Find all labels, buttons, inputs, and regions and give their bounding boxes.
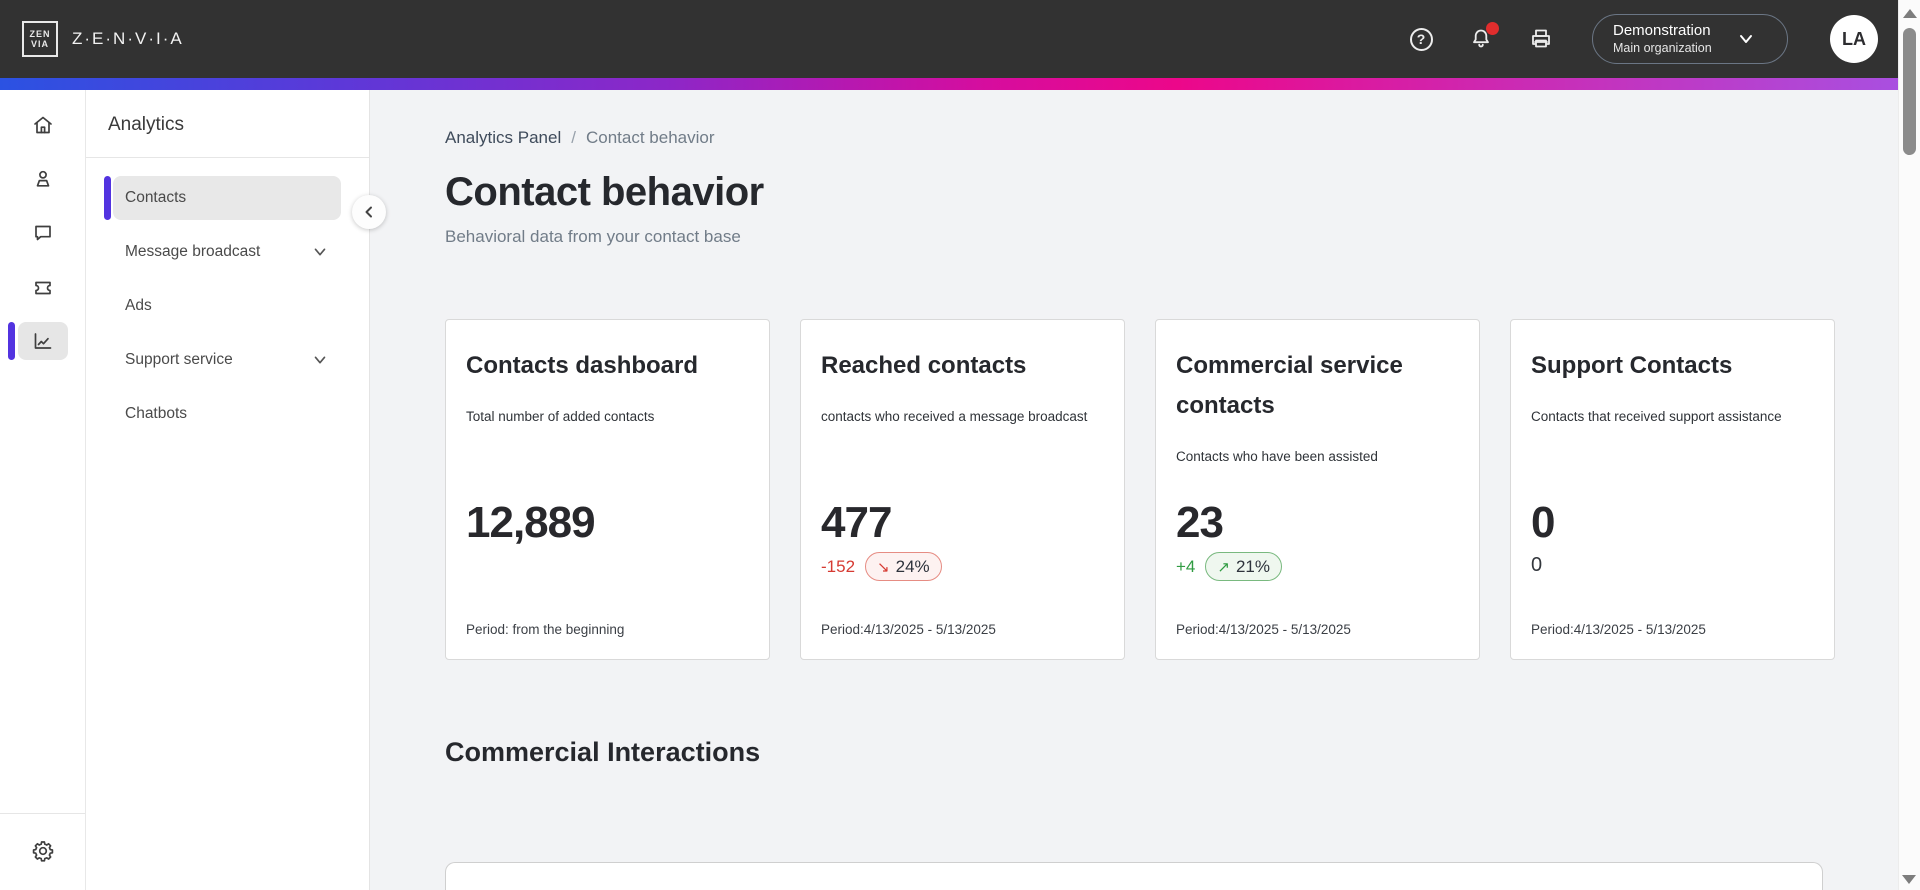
zenvia-logo-icon: ZEN VIA xyxy=(22,21,58,57)
sidebar-item-label: Ads xyxy=(125,297,152,314)
sidebar-title: Analytics xyxy=(108,114,185,135)
rail-item-conversations[interactable] xyxy=(18,214,68,252)
scroll-down-arrow[interactable] xyxy=(1902,875,1916,884)
sidebar-item-label: Chatbots xyxy=(125,405,188,422)
sidebar-item-contacts[interactable]: Contacts xyxy=(104,176,341,220)
print-icon[interactable] xyxy=(1528,26,1554,52)
sidebar-collapse-button[interactable] xyxy=(352,195,386,229)
notification-badge xyxy=(1486,22,1499,35)
card-subtitle: contacts who received a message broadcas… xyxy=(821,409,1088,424)
notifications-icon[interactable] xyxy=(1468,22,1499,52)
rail-divider xyxy=(0,813,85,814)
organization-name: Demonstration xyxy=(1613,21,1711,39)
card-period: Period:4/13/2025 - 5/13/2025 xyxy=(1176,622,1351,637)
commercial-interactions-card xyxy=(445,862,1823,890)
rail-item-analytics[interactable] xyxy=(7,322,68,360)
card-value: 12,889 xyxy=(466,498,596,547)
card-reached-contacts: Reached contacts contacts who received a… xyxy=(800,319,1125,660)
trend-badge: ↗ 21% xyxy=(1205,552,1282,581)
card-commercial-service-contacts: Commercial service contacts Contacts who… xyxy=(1155,319,1480,660)
top-header: ZEN VIA Z·E·N·V·I·A ? xyxy=(0,0,1898,78)
help-icon[interactable]: ? xyxy=(1408,26,1434,52)
sidebar-item-label: Message broadcast xyxy=(125,243,261,260)
card-contacts-dashboard: Contacts dashboard Total number of added… xyxy=(445,319,770,660)
chat-icon xyxy=(34,225,51,241)
logo-text-bottom: VIA xyxy=(30,39,49,49)
trend-down-arrow-icon: ↘ xyxy=(877,558,890,576)
ticket-icon xyxy=(34,281,51,295)
delta-value: -152 xyxy=(821,556,856,576)
sidebar-item-message-broadcast[interactable]: Message broadcast xyxy=(113,230,341,274)
trend-badge: ↘ 24% xyxy=(865,552,942,581)
card-value: 0 xyxy=(1531,498,1556,547)
card-title: Reached contacts xyxy=(821,352,1027,379)
card-support-contacts: Support Contacts Contacts that received … xyxy=(1510,319,1835,660)
chevron-down-icon xyxy=(1736,29,1756,49)
sidebar-item-ads[interactable]: Ads xyxy=(113,284,341,328)
sidebar-item-support-service[interactable]: Support service xyxy=(113,338,341,382)
line-chart-icon xyxy=(34,333,51,349)
trend-percent: 24% xyxy=(895,556,930,576)
brand-wordmark: Z·E·N·V·I·A xyxy=(72,29,184,48)
trend-percent: 21% xyxy=(1235,556,1270,576)
rail-item-settings[interactable] xyxy=(18,832,68,870)
card-title: Support Contacts xyxy=(1531,352,1733,379)
scroll-up-arrow[interactable] xyxy=(1902,9,1917,18)
chevron-left-icon xyxy=(365,206,372,218)
brand-gradient-bar xyxy=(0,78,1898,90)
chevron-down-icon xyxy=(314,356,326,364)
vertical-scrollbar[interactable] xyxy=(1898,0,1920,890)
sidebar-item-label: Support service xyxy=(125,351,233,368)
rail-item-home[interactable] xyxy=(18,106,68,144)
sidebar-item-label: Contacts xyxy=(125,189,187,206)
analytics-sidebar: Analytics Contacts Message broadcast Ads xyxy=(86,90,386,890)
organization-subtitle: Main organization xyxy=(1613,40,1712,55)
scrollbar-thumb[interactable] xyxy=(1903,28,1916,155)
card-delta-row: -152 ↘ 24% xyxy=(821,552,942,581)
avatar[interactable]: LA xyxy=(1830,15,1878,63)
sidebar-divider xyxy=(86,157,369,158)
sidebar-item-chatbots[interactable]: Chatbots xyxy=(113,392,341,436)
person-icon xyxy=(36,170,49,187)
breadcrumb: Analytics Panel / Contact behavior xyxy=(445,128,1898,148)
delta-value: +4 xyxy=(1176,556,1196,576)
card-title: Contacts dashboard xyxy=(466,352,699,379)
card-period: Period:4/13/2025 - 5/13/2025 xyxy=(1531,622,1706,637)
main-content: Analytics Panel / Contact behavior Conta… xyxy=(370,90,1898,890)
breadcrumb-analytics-panel[interactable]: Analytics Panel xyxy=(445,128,562,147)
card-delta-row: +4 ↗ 21% xyxy=(1176,552,1282,581)
home-icon xyxy=(33,116,52,134)
page-title: Contact behavior xyxy=(445,170,764,214)
card-period: Period:4/13/2025 - 5/13/2025 xyxy=(821,622,996,637)
icon-rail xyxy=(0,90,86,890)
organization-selector[interactable]: Demonstration Main organization xyxy=(1592,14,1788,64)
card-subtitle: Contacts that received support assistanc… xyxy=(1531,409,1782,424)
help-glyph: ? xyxy=(1409,27,1433,51)
trend-up-arrow-icon: ↗ xyxy=(1217,558,1230,576)
logo-text-top: ZEN xyxy=(29,28,51,39)
card-value: 477 xyxy=(821,498,892,547)
page-subtitle: Behavioral data from your contact base xyxy=(445,227,741,246)
card-value: 23 xyxy=(1176,498,1224,547)
gear-icon xyxy=(32,841,53,862)
chevron-down-icon xyxy=(314,248,326,256)
card-subtitle: Contacts who have been assisted xyxy=(1176,449,1378,464)
card-title: Commercial service contacts xyxy=(1176,352,1403,419)
card-subtitle: Total number of added contacts xyxy=(466,409,655,424)
breadcrumb-separator: / xyxy=(571,128,576,147)
breadcrumb-current: Contact behavior xyxy=(585,128,715,147)
section-heading-commercial-interactions: Commercial Interactions xyxy=(445,737,761,767)
rail-item-tickets[interactable] xyxy=(18,268,68,306)
rail-item-contacts[interactable] xyxy=(18,160,68,198)
card-secondary-value: 0 xyxy=(1531,554,1543,576)
kpi-cards-row: Contacts dashboard Total number of added… xyxy=(445,319,1898,660)
card-period: Period: from the beginning xyxy=(466,622,625,637)
